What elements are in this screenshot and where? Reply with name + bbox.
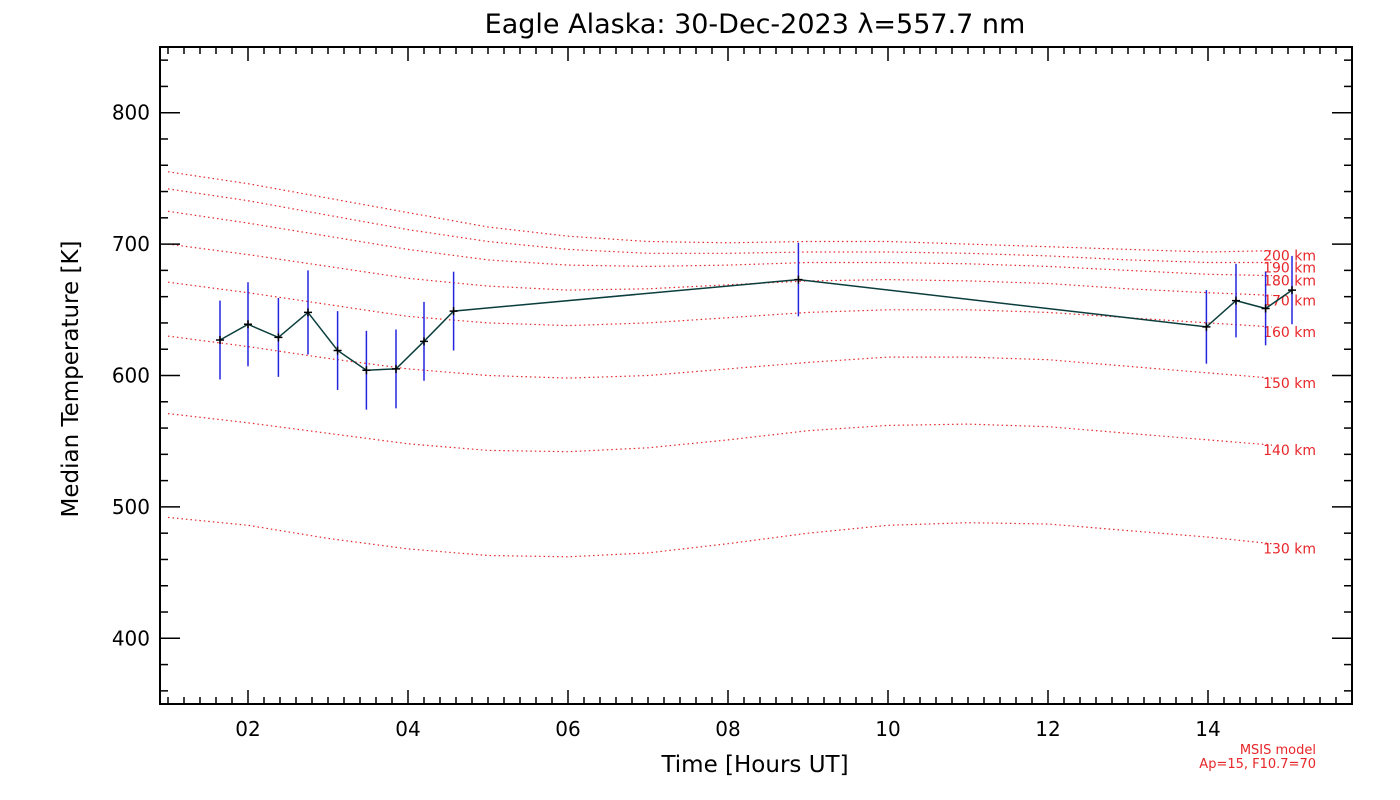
x-tick-label: 12 [1035, 717, 1060, 741]
data-series-layer [216, 242, 1296, 410]
data-point [333, 346, 342, 355]
y-axis-label: Median Temperature [K] [58, 241, 84, 518]
model-curve-label: 190 km [1263, 260, 1316, 276]
model-note-line1: MSIS model [1240, 743, 1316, 758]
model-curve [167, 188, 1272, 264]
model-curves-layer: 130 km 140 km 150 km 160 km 170 km 180 km190 … [167, 171, 1316, 558]
data-point [1232, 296, 1240, 305]
model-curve [167, 413, 1273, 453]
x-tick-label: 14 [1195, 717, 1220, 741]
x-axis-label: Time [Hours UT] [660, 752, 848, 778]
data-point [274, 333, 283, 342]
data-point [794, 275, 803, 284]
model-curve-label: 170 km [1263, 293, 1316, 309]
data-point [420, 337, 428, 346]
chart-title: Eagle Alaska: 30-Dec-2023 λ=557.7 nm [485, 9, 1026, 40]
model-curve [167, 171, 1273, 253]
model-curve [167, 210, 1273, 277]
data-line [219, 278, 1293, 371]
plot-frame [159, 46, 1353, 705]
data-point [216, 336, 224, 345]
y-tick-label: 400 [112, 626, 150, 650]
data-point [1288, 286, 1296, 295]
y-tick-label: 500 [112, 495, 150, 519]
model-curve-label: 150 km [1263, 376, 1316, 392]
model-curve [167, 281, 1273, 328]
data-point [392, 364, 400, 373]
x-tick-label: 02 [235, 717, 260, 741]
model-curve-label: 200 km [1263, 249, 1316, 265]
data-point [1261, 304, 1270, 313]
data-point [449, 307, 458, 316]
y-tick-label: 700 [112, 232, 150, 256]
model-curve [167, 516, 1273, 558]
model-curve-label: 140 km [1263, 443, 1316, 459]
axes-layer: 02 04 06 08 10 12 14 400 500 600 700 800 [112, 46, 1353, 741]
data-point [244, 320, 252, 329]
x-tick-label: 06 [555, 717, 580, 741]
data-point [1202, 322, 1211, 331]
y-tick-label: 800 [112, 101, 150, 125]
data-point [304, 308, 312, 317]
model-note-line2: Ap=15, F10.7=70 [1199, 757, 1316, 772]
model-curve-label: 160 km [1263, 325, 1316, 341]
y-tick-label: 600 [112, 364, 150, 388]
x-tick-label: 10 [875, 717, 900, 741]
model-curve [167, 335, 1273, 379]
model-curve-label: 130 km [1263, 542, 1316, 558]
model-curve [167, 243, 1273, 296]
x-tick-label: 04 [395, 717, 420, 741]
model-curve-label: 180 km [1263, 274, 1316, 290]
x-tick-label: 08 [715, 717, 740, 741]
data-point [362, 366, 371, 375]
